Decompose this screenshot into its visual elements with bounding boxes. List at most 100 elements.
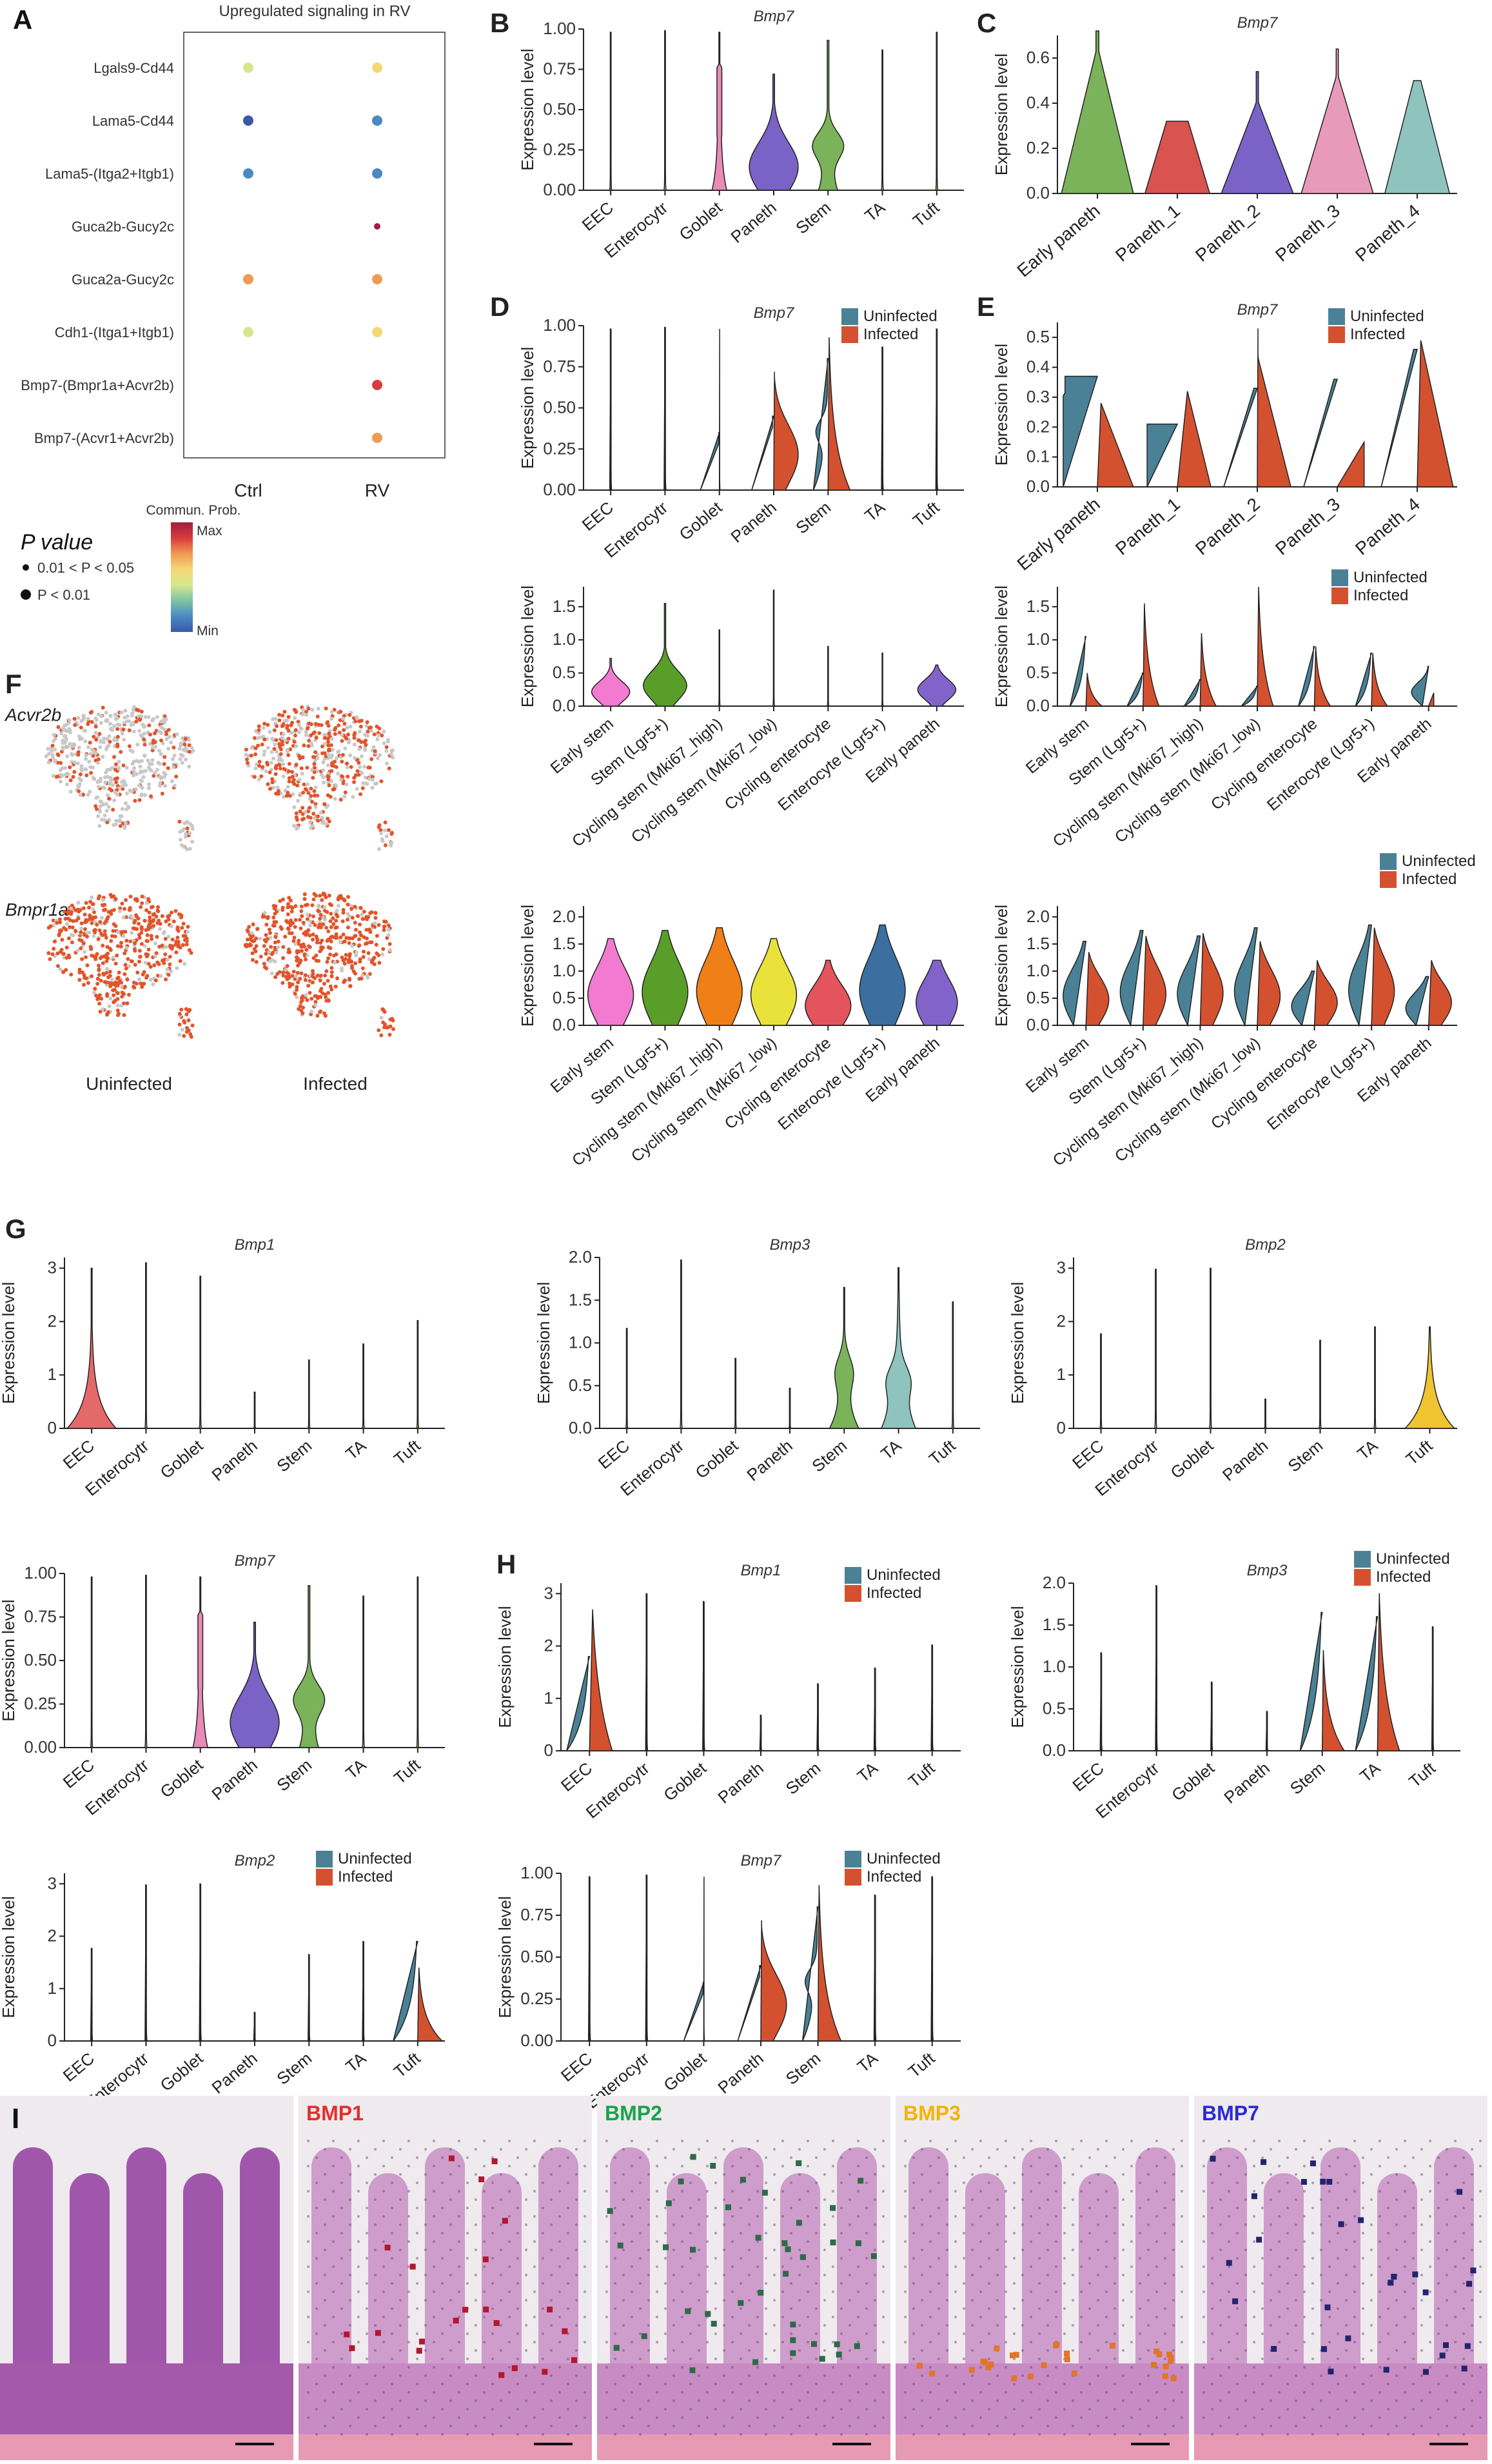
umap-dot [382,828,387,833]
spot [449,2274,452,2276]
x-tick-label: EEC [59,1755,98,1792]
x-tick-label: Paneth_2 [1192,201,1264,266]
spot [1030,2190,1032,2193]
legend-swatch-uninfected [1331,569,1348,586]
umap-dot [362,764,367,769]
spot [1320,2400,1322,2402]
spot [971,2198,974,2201]
umap-dot-expressed [128,939,133,943]
spot [525,2324,527,2327]
spot [656,2215,658,2218]
umap-dot-expressed [322,736,327,740]
spot [307,2316,309,2318]
spot [1404,2341,1406,2343]
legend-swatch-infected [1380,871,1397,888]
umap-dot-expressed [164,977,168,981]
spot [1437,2207,1440,2209]
x-tick-label: Paneth [208,1436,260,1485]
umap-dot-expressed [68,925,72,929]
umap-dot-expressed [313,923,317,927]
spot [1253,2416,1255,2419]
spot [315,2408,318,2410]
spot [698,2425,700,2427]
violin-uninfected [683,1982,705,2042]
spot [491,2433,494,2436]
umap-dot-expressed [303,787,308,791]
dot [372,115,382,126]
violin [1263,1398,1268,1429]
spot [1114,2408,1116,2410]
spot [832,2291,834,2293]
y-tick-label: 2.0 [569,1247,592,1266]
umap-dot-expressed [120,902,124,906]
spot [1387,2358,1389,2360]
umap-dot-expressed [286,902,290,907]
umap-dot-expressed [123,951,127,956]
spot [1038,2332,1041,2335]
umap-dot [141,769,146,774]
umap-dot-expressed [123,972,127,976]
spot [731,2190,734,2193]
y-tick-label: 1.0 [1043,1657,1066,1676]
umap-dot-expressed [368,930,373,934]
spot [614,2207,616,2209]
umap-dot [97,823,102,828]
umap-dot-expressed [377,1028,381,1032]
spot [475,2374,477,2377]
umap-dot-expressed [268,787,272,791]
umap-dot [308,919,312,923]
expression-spot [781,2240,788,2247]
legend-swatch-infected [845,1869,861,1886]
spot [622,2173,625,2176]
umap-dot-expressed [250,939,255,943]
spot [656,2416,658,2419]
spot [1021,2249,1024,2251]
x-tick-label: EEC [59,2049,98,2085]
spot [849,2400,851,2402]
villus [723,2147,763,2383]
spot [1097,2148,1099,2151]
spot [1139,2257,1141,2260]
umap-dot-expressed [139,941,144,946]
umap-dot [119,784,124,789]
spot [441,2282,444,2285]
spot [904,2240,907,2243]
violin-infected [1266,1711,1269,1751]
violin [1301,48,1374,194]
x-tick-label: Paneth [727,198,780,247]
umap-dot-expressed [286,736,291,741]
umap-dot-expressed [178,959,182,963]
umap-dot [262,911,267,915]
spot [765,2232,767,2234]
umap-dot [73,760,77,765]
spot [483,2240,486,2243]
violin [917,664,957,707]
umap-dot [389,752,393,756]
umap-dot [124,783,128,787]
umap-dot-expressed [265,762,270,767]
spot [1055,2366,1057,2369]
spot [647,2198,650,2201]
spot [823,2374,826,2377]
spot [525,2400,527,2402]
expression-spot [1064,2351,1070,2357]
spot [441,2408,444,2410]
spot [1370,2324,1373,2327]
spot [433,2366,435,2369]
umap-dot [293,941,298,946]
spot [614,2282,616,2285]
umap-dot-expressed [164,919,168,923]
umap-dot-expressed [382,925,386,929]
umap-dot-expressed [292,935,297,940]
spot [1172,2274,1175,2276]
spot [937,2282,940,2285]
expression-spot [384,2244,391,2251]
expression-spot [1053,2342,1059,2349]
umap-dot-expressed [90,902,95,907]
spot [664,2182,667,2184]
spot [946,2324,948,2327]
spot [1320,2374,1322,2377]
violin-infected [646,1875,649,2042]
spot [840,2156,843,2159]
